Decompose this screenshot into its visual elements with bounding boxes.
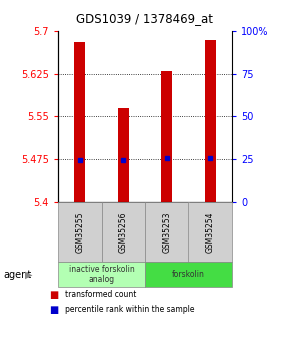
Bar xyxy=(74,42,85,202)
Text: GSM35253: GSM35253 xyxy=(162,211,171,253)
Text: GSM35256: GSM35256 xyxy=(119,211,128,253)
Bar xyxy=(205,40,216,202)
Text: transformed count: transformed count xyxy=(65,290,137,299)
Bar xyxy=(118,108,129,202)
Bar xyxy=(161,71,172,202)
Text: GSM35254: GSM35254 xyxy=(206,211,215,253)
Text: ■: ■ xyxy=(49,290,59,300)
Text: inactive forskolin
analog: inactive forskolin analog xyxy=(69,265,134,284)
Text: ▶: ▶ xyxy=(25,270,33,279)
Text: percentile rank within the sample: percentile rank within the sample xyxy=(65,305,195,314)
Text: agent: agent xyxy=(3,270,31,279)
Text: GDS1039 / 1378469_at: GDS1039 / 1378469_at xyxy=(77,12,213,25)
Text: forskolin: forskolin xyxy=(172,270,205,279)
Text: ■: ■ xyxy=(49,305,59,315)
Text: GSM35255: GSM35255 xyxy=(75,211,84,253)
